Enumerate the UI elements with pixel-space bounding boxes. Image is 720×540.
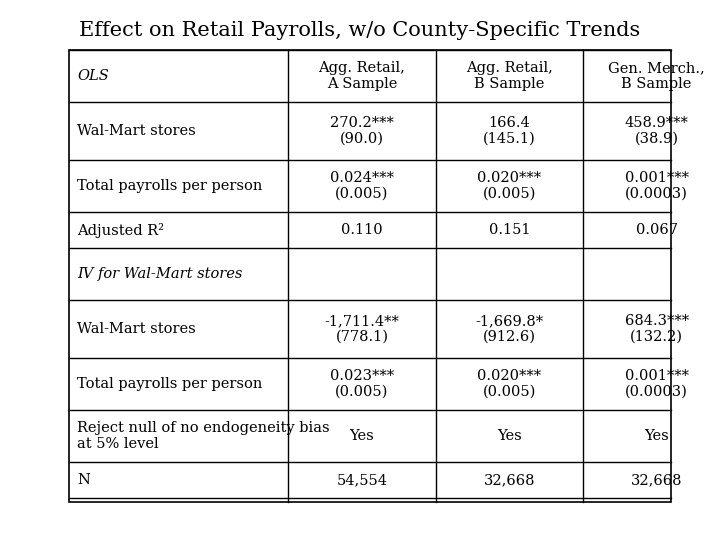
Text: 0.001***
(0.0003): 0.001*** (0.0003): [625, 369, 688, 399]
Text: 0.024***
(0.005): 0.024*** (0.005): [330, 171, 394, 201]
Text: Yes: Yes: [644, 429, 669, 443]
Text: IV for Wal-Mart stores: IV for Wal-Mart stores: [77, 267, 243, 281]
Text: 32,668: 32,668: [484, 473, 535, 487]
Text: 54,554: 54,554: [336, 473, 387, 487]
Text: Adjusted R²: Adjusted R²: [77, 222, 164, 238]
Text: Agg. Retail,
A Sample: Agg. Retail, A Sample: [318, 61, 405, 91]
Text: 0.023***
(0.005): 0.023*** (0.005): [330, 369, 394, 399]
Text: 0.067: 0.067: [636, 223, 678, 237]
Text: Yes: Yes: [350, 429, 374, 443]
Text: Wal-Mart stores: Wal-Mart stores: [77, 124, 196, 138]
Text: 166.4
(145.1): 166.4 (145.1): [483, 116, 536, 146]
Text: Total payrolls per person: Total payrolls per person: [77, 377, 263, 391]
Text: 0.020***
(0.005): 0.020*** (0.005): [477, 369, 541, 399]
Text: Agg. Retail,
B Sample: Agg. Retail, B Sample: [466, 61, 553, 91]
Text: OLS: OLS: [77, 69, 109, 83]
Text: 0.151: 0.151: [489, 223, 530, 237]
Text: 0.110: 0.110: [341, 223, 383, 237]
Text: 458.9***
(38.9): 458.9*** (38.9): [625, 116, 688, 146]
Text: Total payrolls per person: Total payrolls per person: [77, 179, 263, 193]
Text: -1,669.8*
(912.6): -1,669.8* (912.6): [475, 314, 544, 344]
Text: Gen. Merch.,
B Sample: Gen. Merch., B Sample: [608, 61, 705, 91]
Bar: [69, 50, 670, 502]
Text: 32,668: 32,668: [631, 473, 683, 487]
Text: 0.020***
(0.005): 0.020*** (0.005): [477, 171, 541, 201]
Text: Yes: Yes: [497, 429, 522, 443]
Text: 0.001***
(0.0003): 0.001*** (0.0003): [625, 171, 688, 201]
Text: Reject null of no endogeneity bias
at 5% level: Reject null of no endogeneity bias at 5%…: [77, 421, 330, 451]
Text: -1,711.4**
(778.1): -1,711.4** (778.1): [325, 314, 400, 344]
Text: Effect on Retail Payrolls, w/o County-Specific Trends: Effect on Retail Payrolls, w/o County-Sp…: [79, 21, 641, 39]
Text: 270.2***
(90.0): 270.2*** (90.0): [330, 116, 394, 146]
Text: Wal-Mart stores: Wal-Mart stores: [77, 322, 196, 336]
Text: 684.3***
(132.2): 684.3*** (132.2): [624, 314, 689, 344]
Text: N: N: [77, 473, 90, 487]
